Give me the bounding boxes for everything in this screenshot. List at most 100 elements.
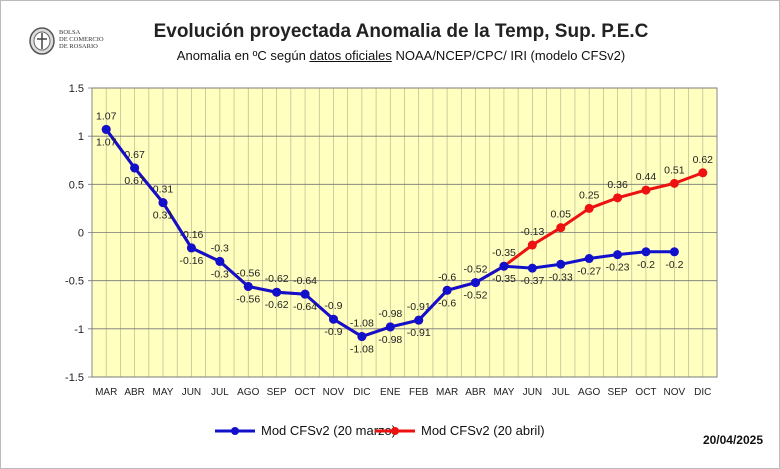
data-point [101, 124, 111, 134]
data-label: 0.44 [636, 171, 657, 183]
y-tick-label: 1.5 [69, 83, 84, 95]
y-tick-label: -1 [74, 324, 84, 336]
y-tick-label: 1 [78, 131, 84, 143]
data-label: -0.16 [179, 255, 203, 267]
x-tick-label: JUL [552, 387, 570, 398]
data-point [357, 332, 367, 342]
x-tick-label: AGO [578, 387, 600, 398]
subtitle-text-2: NOAA/NCEP/CPC/ IRI (modelo CFSv2) [391, 48, 626, 63]
data-label: -0.6 [438, 271, 456, 283]
data-point [641, 185, 651, 195]
data-label: -0.64 [293, 301, 317, 313]
x-tick-label: MAY [493, 387, 514, 398]
x-tick-label: MAY [153, 387, 174, 398]
subtitle-text: Anomalia en ºC según [176, 48, 310, 63]
data-label: -0.9 [324, 300, 342, 312]
legend-label: Mod CFSv2 (20 marzo) [261, 423, 397, 438]
data-point [527, 263, 537, 273]
data-point [414, 315, 424, 325]
data-label: -0.23 [606, 262, 630, 274]
x-tick-label: SEP [267, 387, 287, 398]
x-tick-label: MAR [95, 387, 117, 398]
x-tick-label: OCT [295, 387, 316, 398]
data-point [669, 247, 679, 257]
data-label: 0.67 [124, 175, 145, 187]
data-label: 0.25 [579, 189, 600, 201]
data-label: -0.2 [637, 259, 655, 271]
x-tick-label: JUN [182, 387, 201, 398]
data-point [499, 261, 509, 271]
data-label: -0.64 [293, 275, 317, 287]
data-label: 0.05 [551, 209, 572, 221]
y-tick-label: -1.5 [65, 372, 84, 384]
data-label: -0.6 [438, 297, 456, 309]
data-label: 0.31 [153, 184, 174, 196]
x-tick-label: MAR [436, 387, 458, 398]
data-label: -0.9 [324, 326, 342, 338]
data-point [442, 285, 452, 295]
x-tick-label: ABR [124, 387, 145, 398]
data-label: 0.36 [607, 179, 628, 191]
y-tick-label: 0.5 [69, 179, 84, 191]
data-label: -1.08 [350, 344, 374, 356]
data-label: -0.52 [464, 264, 488, 276]
data-point [385, 322, 395, 332]
data-point [243, 281, 253, 291]
data-point [130, 163, 140, 173]
data-label: -0.13 [520, 226, 544, 238]
data-point [272, 287, 282, 297]
data-label: 0.67 [124, 149, 145, 161]
data-label: 0.62 [693, 154, 714, 166]
data-label: -0.98 [378, 334, 402, 346]
data-label: -0.52 [464, 290, 488, 302]
subtitle-link: datos oficiales [309, 48, 392, 63]
x-tick-label: DIC [694, 387, 711, 398]
data-point [556, 223, 566, 233]
data-point [158, 198, 168, 208]
x-tick-label: AGO [237, 387, 259, 398]
x-tick-label: NOV [664, 387, 686, 398]
legend-item-marzo: Mod CFSv2 (20 marzo) [213, 423, 396, 438]
logo: Bolsa de Comercio de Rosario [29, 27, 119, 57]
data-point [328, 314, 338, 324]
data-label: -0.3 [211, 242, 229, 254]
data-label: -0.56 [236, 293, 260, 305]
chart-title: Evolución proyectada Anomalia de la Temp… [153, 21, 649, 42]
data-label: -0.2 [665, 259, 683, 271]
legend-label: Mod CFSv2 (20 abril) [421, 423, 545, 438]
data-point [613, 193, 623, 203]
logo-seal-icon [29, 27, 55, 55]
legend-item-abril: Mod CFSv2 (20 abril) [373, 423, 545, 438]
data-label: -0.62 [265, 299, 289, 311]
data-point [215, 256, 225, 266]
data-label: 0.31 [153, 210, 174, 222]
data-point [527, 240, 537, 250]
data-label: -0.3 [211, 268, 229, 280]
x-tick-label: JUL [211, 387, 229, 398]
data-label: -0.35 [492, 247, 516, 259]
data-point [698, 168, 708, 178]
data-label: -0.37 [520, 275, 544, 287]
x-tick-label: JUN [523, 387, 542, 398]
x-tick-label: SEP [608, 387, 628, 398]
legend-marker-red-icon [375, 426, 415, 435]
data-point [584, 203, 594, 213]
legend-marker-blue-icon [215, 426, 255, 435]
data-point [300, 289, 310, 299]
x-tick-label: FEB [409, 387, 429, 398]
data-point [584, 254, 594, 264]
data-label: -0.35 [492, 273, 516, 285]
data-label: -0.91 [407, 301, 431, 313]
data-label: -0.98 [378, 308, 402, 320]
y-tick-label: -0.5 [65, 276, 84, 288]
x-tick-label: ABR [465, 387, 486, 398]
data-point [186, 243, 196, 253]
data-label: 1.07 [96, 110, 117, 122]
data-point [556, 259, 566, 269]
data-label: -0.33 [549, 271, 573, 283]
data-label: -1.08 [350, 318, 374, 330]
data-label: -0.62 [265, 273, 289, 285]
x-tick-label: DIC [353, 387, 370, 398]
